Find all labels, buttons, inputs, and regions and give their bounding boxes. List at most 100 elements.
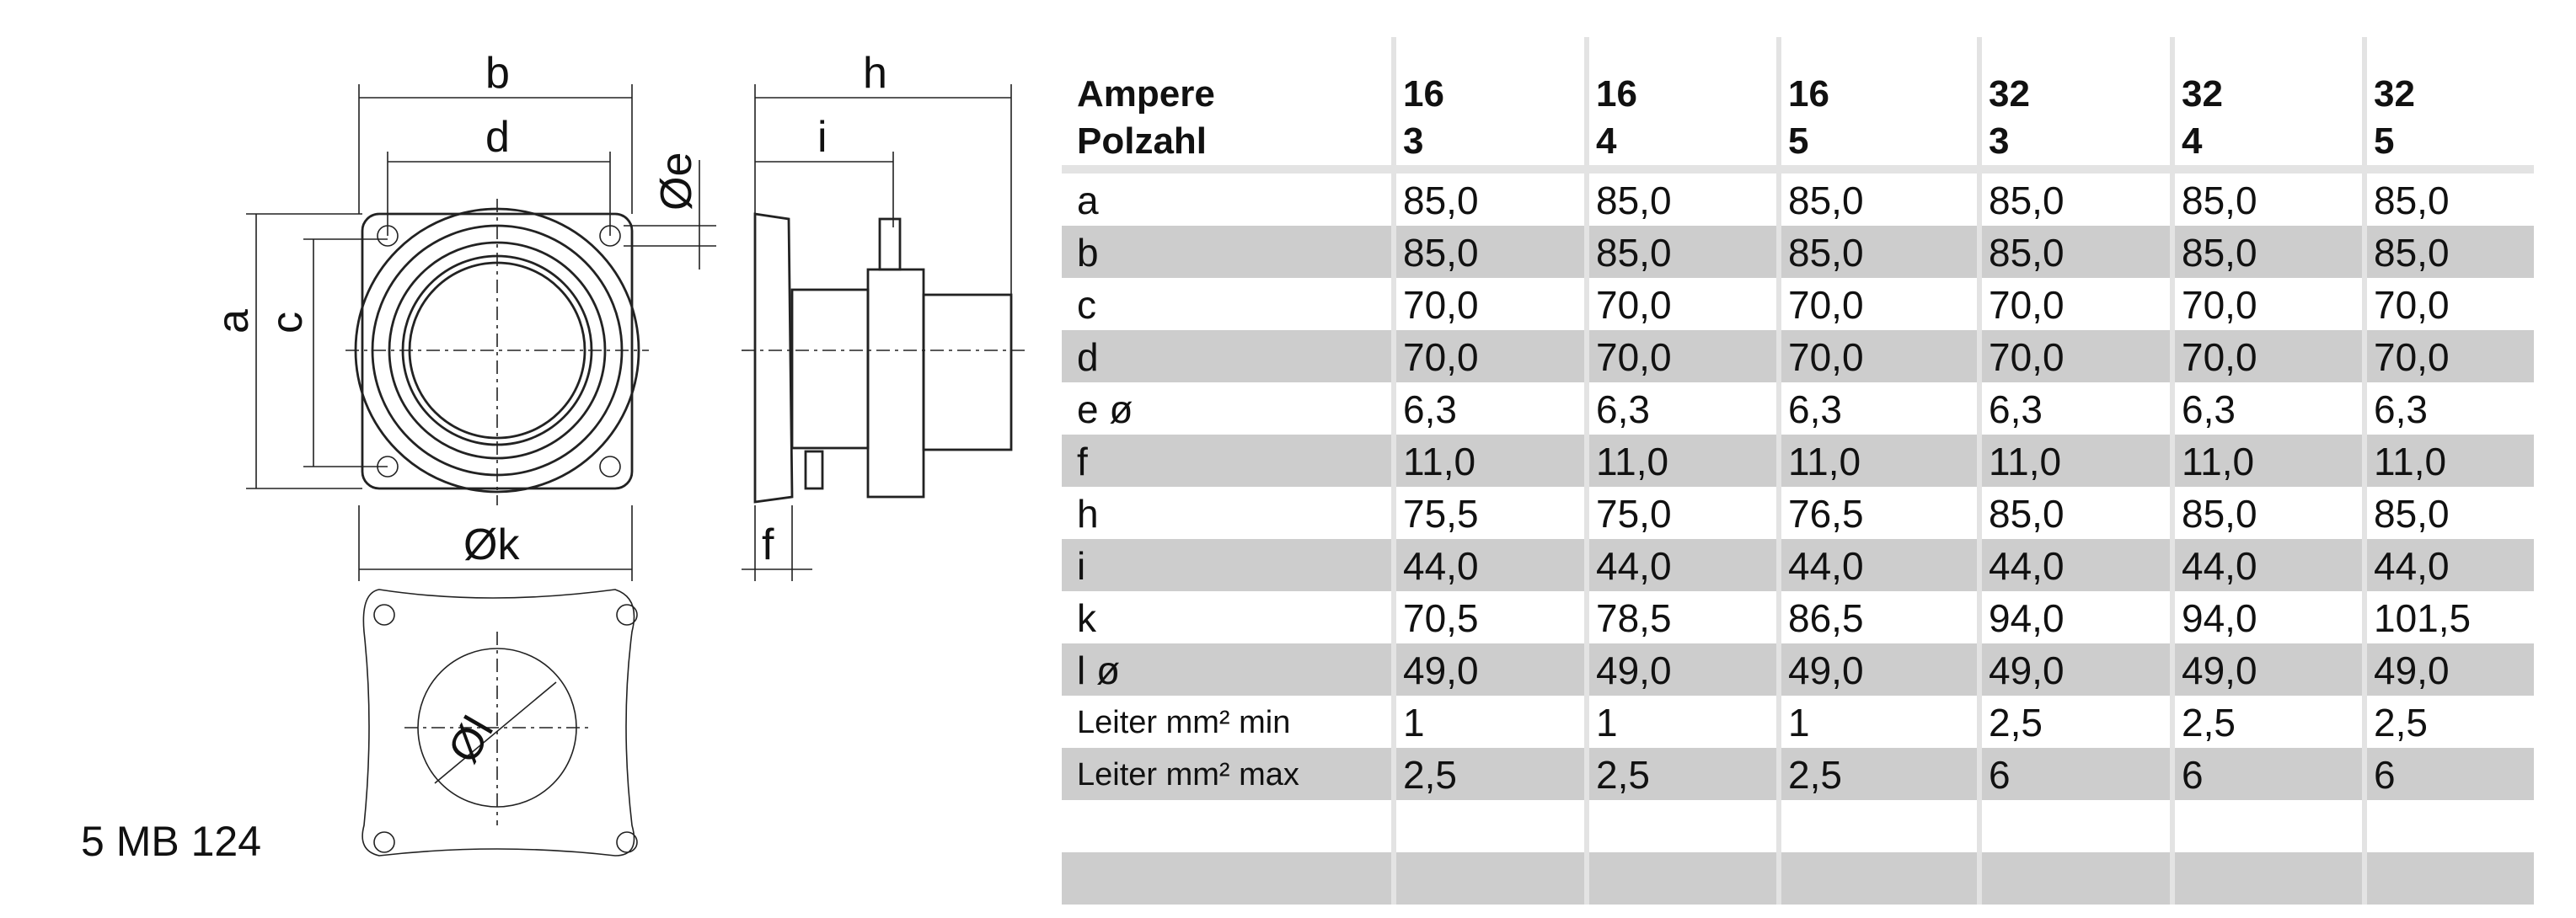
dim-label-e: Øe [652,152,701,211]
row-value: 11,0 [1403,440,1476,483]
row-value: 6,3 [2182,387,2236,431]
row-value: 49,0 [1989,648,2065,692]
table-row [1062,800,2534,852]
row-value: 2,5 [1403,753,1457,797]
header-ampere: 16 [1788,73,1829,115]
dim-label-f: f [762,520,774,569]
table-row: e ø 6,3 6,3 6,3 6,3 6,3 6,3 [1062,382,2534,435]
row-value: 70,0 [2182,335,2257,379]
table-row: k 70,5 78,5 86,5 94,0 94,0 101,5 [1062,591,2534,643]
row-value: 2,5 [2182,701,2236,745]
row-value: 11,0 [1989,440,2062,483]
front-view [345,199,649,505]
row-label: a [1077,179,1099,222]
row-value: 6,3 [2374,387,2428,431]
header-column: 16 4 [1596,71,1637,197]
row-value: 70,0 [1989,335,2065,379]
row-value: 1 [1403,701,1425,745]
header-ampere: 16 [1403,73,1444,115]
table-row: h 75,5 75,0 76,5 85,0 85,0 85,0 [1062,487,2534,539]
row-value: 2,5 [1788,753,1842,797]
row-value: 2,5 [1596,753,1650,797]
row-value: 1 [1788,701,1810,745]
row-value: 85,0 [1596,231,1672,275]
table-row: c 70,0 70,0 70,0 70,0 70,0 70,0 [1062,278,2534,330]
row-value: 94,0 [1989,596,2065,640]
row-value: 49,0 [1596,648,1672,692]
row-value: 86,5 [1788,596,1864,640]
row-label: Leiter mm² max [1077,757,1299,793]
header-polzahl: 4 [1596,120,1617,162]
row-value: 85,0 [2182,492,2257,536]
panel-cutout [361,589,638,857]
row-value: 44,0 [1596,544,1672,588]
row-value: 11,0 [1788,440,1861,483]
row-value: 78,5 [1596,596,1672,640]
row-label: c [1077,283,1096,327]
table-row: a 85,0 85,0 85,0 85,0 85,0 85,0 [1062,173,2534,226]
row-label: Leiter mm² min [1077,705,1291,740]
row-value: 85,0 [1989,179,2065,222]
dim-label-d: d [485,113,510,162]
table-row: Leiter mm² min 1 1 1 2,5 2,5 2,5 [1062,696,2534,748]
row-value: 85,0 [2374,492,2450,536]
header-polzahl: 3 [1989,120,2010,162]
header-column: 32 5 [2374,71,2415,197]
row-value: 101,5 [2374,596,2472,640]
row-label: h [1077,492,1099,536]
row-value: 6,3 [1989,387,2043,431]
table-row: b 85,0 85,0 85,0 85,0 85,0 85,0 [1062,226,2534,278]
dim-label-b: b [485,49,510,98]
row-value: 75,0 [1596,492,1672,536]
row-value: 44,0 [2182,544,2257,588]
row-value: 94,0 [2182,596,2257,640]
row-value: 6,3 [1596,387,1650,431]
row-value: 49,0 [2374,648,2450,692]
row-value: 49,0 [1788,648,1864,692]
row-label: b [1077,231,1099,275]
row-value: 85,0 [1403,179,1479,222]
row-label: e ø [1077,387,1133,431]
row-value: 76,5 [1788,492,1864,536]
column-separator [1977,37,1982,905]
header-polzahl: 3 [1403,120,1424,162]
table-row [1062,852,2534,905]
column-separator [2170,37,2175,905]
table-row: i 44,0 44,0 44,0 44,0 44,0 44,0 [1062,539,2534,591]
row-value: 85,0 [1596,179,1672,222]
table-row: d 70,0 70,0 70,0 70,0 70,0 70,0 [1062,330,2534,382]
row-value: 70,0 [2374,283,2450,327]
row-label: d [1077,335,1099,379]
row-value: 85,0 [2374,179,2450,222]
row-value: 70,0 [1788,283,1864,327]
row-value: 49,0 [2182,648,2257,692]
table-row: l ø 49,0 49,0 49,0 49,0 49,0 49,0 [1062,643,2534,696]
row-value: 70,0 [1596,335,1672,379]
row-value: 11,0 [2182,440,2255,483]
header-ampere: 32 [2374,73,2415,115]
row-value: 2,5 [2374,701,2428,745]
row-value: 70,0 [1403,335,1479,379]
row-value: 85,0 [1403,231,1479,275]
table-row: Leiter mm² max 2,5 2,5 2,5 6 6 6 [1062,748,2534,800]
dim-label-k: Øk [463,520,520,569]
side-view [742,212,1028,504]
technical-drawing: b d a c Øk Øe h i f Øl [209,49,1028,857]
header-ampere: 32 [2182,73,2223,115]
row-value: 85,0 [1989,492,2065,536]
row-value: 70,0 [1788,335,1864,379]
header-ampere: 32 [1989,73,2030,115]
table-row: f 11,0 11,0 11,0 11,0 11,0 11,0 [1062,435,2534,487]
header-polzahl: 5 [2374,120,2395,162]
header-column: 32 3 [1989,71,2030,197]
row-value: 85,0 [1788,179,1864,222]
row-value: 85,0 [2374,231,2450,275]
row-value: 70,5 [1403,596,1479,640]
row-value: 70,0 [1989,283,2065,327]
row-value: 70,0 [2182,283,2257,327]
column-separator [1776,37,1781,905]
row-value: 11,0 [2374,440,2447,483]
row-value: 6,3 [1403,387,1457,431]
dim-label-h: h [863,49,887,98]
column-separator [1391,37,1396,905]
